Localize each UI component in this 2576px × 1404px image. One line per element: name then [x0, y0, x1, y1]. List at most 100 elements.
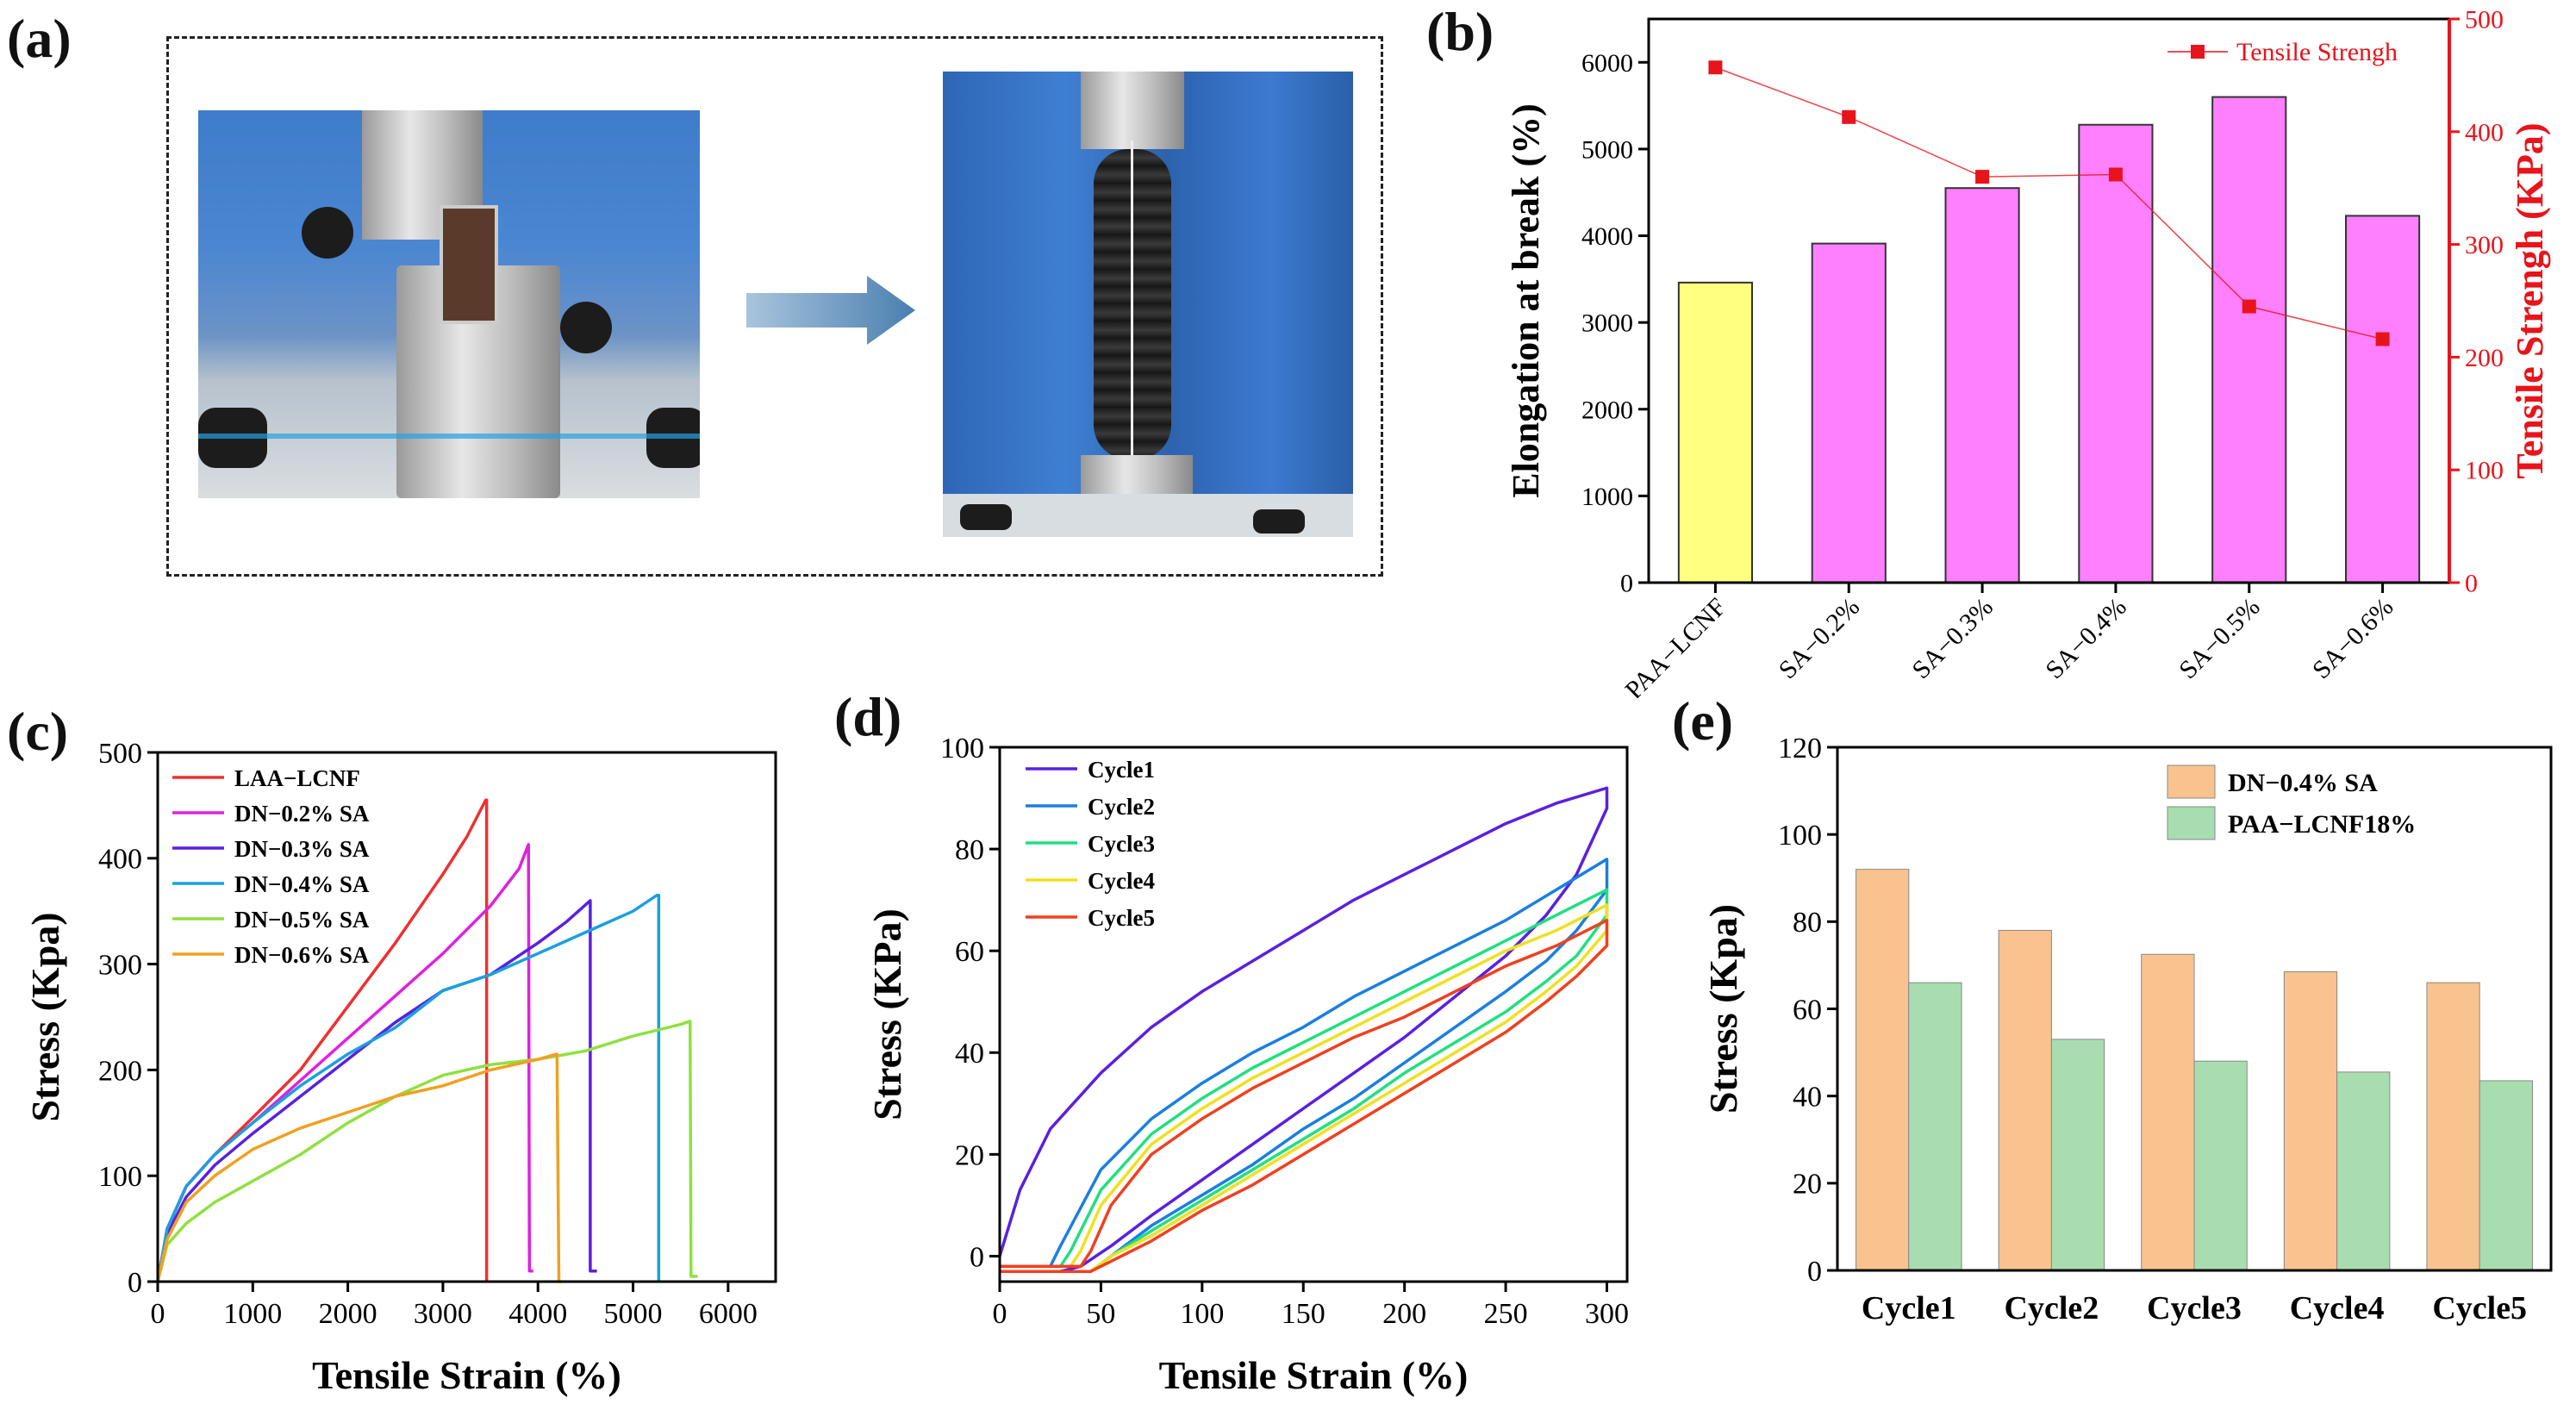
y2-tick-label: 500 [2465, 6, 2504, 34]
y-tick-label: 1000 [1581, 483, 1633, 511]
y2-axis-label: Tensile Strengh (KPa) [2509, 122, 2551, 478]
y-tick-label: 500 [98, 738, 142, 770]
panel-label-a: (a) [7, 8, 72, 69]
y-tick-label: 100 [1778, 820, 1822, 852]
x-tick-label: 3000 [414, 1298, 472, 1330]
bar [2141, 953, 2195, 1271]
y-tick-label: 80 [1793, 907, 1822, 939]
plot-frame [998, 746, 1629, 1283]
series-line [1000, 888, 1609, 1273]
y-tick-label: 100 [98, 1161, 142, 1193]
legend-label: Tensile Strengh [2236, 38, 2398, 66]
y-tick-label: 0 [128, 1267, 142, 1299]
legend-label: Cycle3 [1088, 831, 1155, 857]
y2-tick-label: 100 [2465, 457, 2504, 485]
x-tick-label: 300 [1585, 1298, 1629, 1330]
x-tick-label: SA−0.4% [2040, 593, 2132, 685]
x-tick-label: 0 [993, 1298, 1007, 1330]
bar [1944, 187, 2020, 583]
x-axis-label: Tensile Strain (%) [1159, 1353, 1469, 1397]
legend-label: DN−0.4% SA [234, 871, 370, 897]
x-tick-label: SA−0.3% [1906, 593, 1999, 685]
legend-label: Cycle1 [1088, 757, 1155, 783]
x-tick-label: 0 [151, 1298, 165, 1330]
tensile-strength-point [2242, 299, 2256, 314]
x-tick-label: 2000 [319, 1298, 377, 1330]
chart-d: 0 20 40 60 80 100 0 50 100 150 200 250 300 Tensile St… [865, 733, 1629, 1397]
series-line [156, 1052, 562, 1283]
y-tick-label: 6000 [1581, 49, 1633, 78]
y-axis-label: Stress (Kpa) [1701, 904, 1745, 1114]
x-tick-label: Cycle5 [2432, 1290, 2527, 1326]
x-tick-label: 6000 [699, 1298, 758, 1330]
y-axis-label: Stress (KPa) [865, 908, 909, 1120]
legend-marker [2191, 45, 2205, 59]
x-tick-label: 1000 [223, 1298, 282, 1330]
bar [2193, 1060, 2248, 1271]
tensile-strength-point [2108, 167, 2123, 182]
bar [2479, 1080, 2533, 1271]
plot-frame [1647, 17, 2451, 584]
series-line [156, 899, 597, 1282]
y-tick-label: 300 [98, 950, 142, 982]
legend-swatch [2167, 806, 2216, 840]
legend-label: Cycle5 [1088, 905, 1155, 931]
series-line [156, 894, 661, 1282]
bar [1856, 869, 1910, 1271]
x-tick-label: SA−0.6% [2307, 593, 2399, 685]
legend-label: DN−0.4% SA [2228, 769, 2378, 797]
bar [2336, 1071, 2391, 1271]
series-line [156, 1020, 698, 1282]
y-tick-label: 20 [955, 1139, 984, 1171]
tensile-strength-line [1715, 66, 2383, 340]
bar [2078, 123, 2154, 583]
y-axis-label: Stress (Kpa) [23, 912, 67, 1121]
bar [1677, 281, 1753, 583]
y-tick-label: 0 [1807, 1256, 1822, 1288]
bar [2050, 1039, 2105, 1271]
legend-swatch [2167, 764, 2216, 799]
x-tick-label: Cycle3 [2147, 1290, 2242, 1326]
x-axis-label: Tensile Strain (%) [312, 1353, 621, 1397]
x-tick-label: 4000 [508, 1298, 567, 1330]
legend-label: DN−0.6% SA [234, 942, 370, 968]
y-tick-label: 5000 [1581, 135, 1633, 164]
tensile-test-photo-after [943, 72, 1353, 537]
y-tick-label: 60 [1793, 994, 1822, 1026]
tensile-strength-point [1975, 170, 1990, 184]
panel-label-d: (d) [834, 686, 902, 747]
y-tick-label: 200 [98, 1055, 142, 1087]
x-tick-label: SA−0.5% [2174, 593, 2266, 685]
y-tick-label: 40 [1793, 1082, 1822, 1114]
series-line [1000, 903, 1609, 1273]
legend-label: DN−0.3% SA [234, 836, 370, 862]
series-line [1000, 858, 1609, 1273]
bar [2211, 96, 2287, 584]
photo-frame [166, 36, 1383, 577]
legend-label: Cycle4 [1088, 868, 1155, 894]
y-tick-label: 0 [1620, 570, 1633, 598]
bar [1908, 982, 1962, 1271]
legend-label: DN−0.2% SA [234, 801, 370, 827]
tensile-strength-point [2375, 332, 2390, 346]
y2-tick-label: 200 [2465, 344, 2504, 372]
plot-frame [156, 751, 777, 1283]
panel-label-e: (e) [1672, 690, 1734, 752]
x-tick-label: Cycle4 [2290, 1290, 2385, 1326]
x-tick-label: PAA−LCNF [1619, 593, 1731, 698]
y-tick-label: 100 [940, 733, 984, 764]
x-tick-label: 50 [1086, 1298, 1115, 1330]
y-tick-label: 60 [955, 936, 984, 968]
y-tick-label: 3000 [1581, 309, 1633, 338]
tensile-strength-point [1708, 60, 1723, 75]
y-tick-label: 20 [1793, 1169, 1822, 1201]
x-tick-label: SA−0.2% [1774, 593, 1866, 685]
x-tick-label: 150 [1282, 1298, 1325, 1330]
legend-label: Cycle2 [1088, 794, 1155, 820]
bar [2283, 971, 2338, 1271]
bar [2345, 215, 2421, 584]
y-tick-label: 4000 [1581, 222, 1633, 251]
y-tick-label: 2000 [1581, 396, 1633, 424]
legend-label: LAA−LCNF [234, 765, 360, 791]
